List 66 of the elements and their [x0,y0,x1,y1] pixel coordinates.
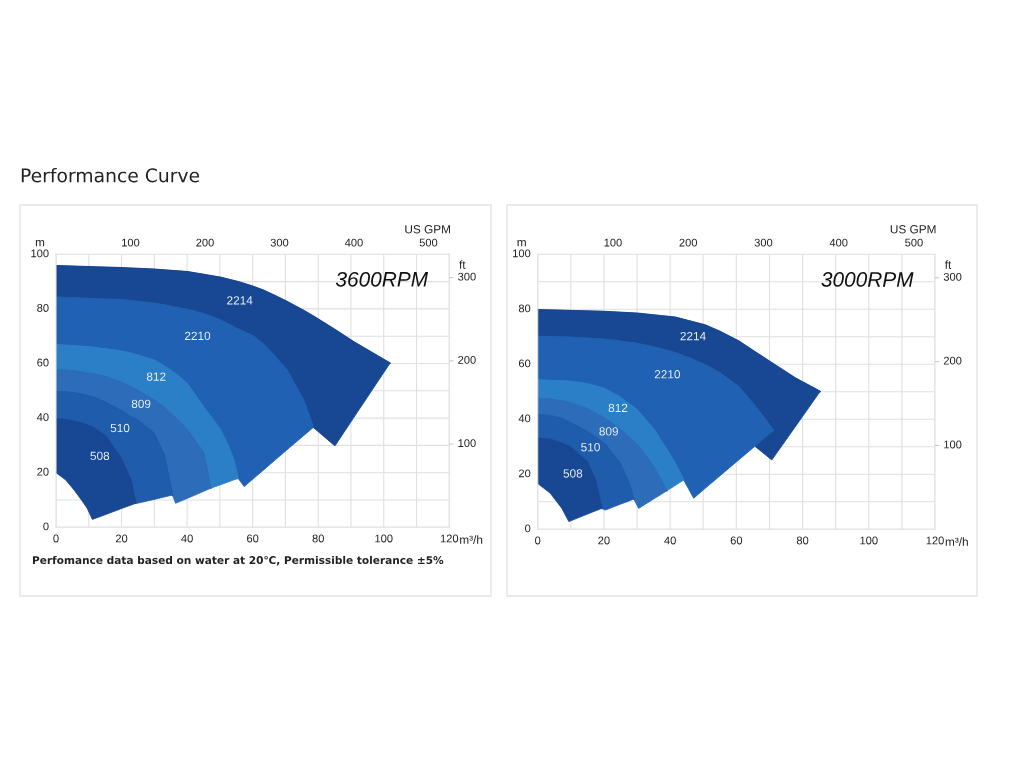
x2-tick-label: 300 [270,238,289,247]
x-tick-label: 80 [312,534,324,543]
y2-tick-label: 200 [458,355,476,364]
x-tick-label: 40 [664,536,676,545]
series-label: 508 [563,469,583,478]
text: 3600RPM [335,271,429,287]
x2-axis-title: US GPM [405,225,450,234]
chart-title: Performance Curve [21,167,200,183]
x2-tick-label: 200 [679,238,698,247]
x2-tick-label: 100 [604,238,622,247]
x-tick-label: 20 [598,536,610,545]
y-tick-label: 100 [513,249,531,258]
series-label: 809 [131,399,151,409]
series-label: 2214 [680,331,706,341]
x2-tick-label: 100 [122,238,140,247]
y-tick-label: 60 [37,358,49,367]
x-tick-label: 0 [53,534,59,543]
x-tick-label: 60 [247,534,259,543]
y2-tick-label: 100 [458,439,476,448]
series-label: 2210 [654,370,681,379]
x-tick-label: 20 [115,534,128,543]
y-tick-label: 80 [518,304,531,313]
y2-tick-label: 100 [944,440,962,449]
y-tick-label: 20 [518,469,531,478]
y2-tick-label: 200 [943,356,962,365]
x-tick-label: 60 [730,536,743,545]
y-tick-label: 100 [31,249,49,258]
x-axis-title: m³/h [460,535,483,544]
text: Perfomance data based on water at 20℃, Permissible tolerance ±5% [32,555,444,566]
y-tick-label: 40 [36,413,49,422]
x-tick-label: 100 [860,536,878,545]
y-tick-label: 0 [525,524,531,533]
y2-axis-title: ft [944,260,952,269]
x-tick-label: 0 [535,536,541,545]
y-axis-title: m [35,240,45,247]
x2-tick-label: 400 [344,238,363,247]
x-tick-label: 120 [440,534,459,543]
series-label: 510 [581,443,600,452]
y-tick-label: 80 [37,304,49,312]
x-tick-label: 100 [375,534,393,543]
series-label: 508 [90,451,110,461]
x2-tick-label: 500 [905,238,923,247]
x-tick-label: 120 [926,536,944,545]
x2-tick-label: 300 [754,238,773,247]
y2-tick-label: 300 [943,272,962,281]
x-tick-label: 80 [796,536,809,545]
series-label: 510 [110,423,130,433]
x2-tick-label: 500 [419,238,438,247]
text: 3000RPM [821,272,914,287]
y-tick-label: 0 [43,522,49,531]
y2-axis-title: ft [459,260,466,269]
series-label: 812 [608,403,628,413]
series-label: 812 [146,372,166,381]
y-axis-title: m [517,240,526,247]
series-label: 2214 [227,296,253,305]
x-axis-title: m³/h [945,537,968,546]
y-tick-label: 20 [37,467,49,476]
x2-axis-title: US GPM [890,225,936,234]
series-label: 2210 [184,331,211,341]
series-label: 809 [599,427,619,436]
y2-tick-label: 300 [458,272,476,281]
y-tick-label: 40 [518,414,531,423]
x-tick-label: 40 [181,534,193,543]
x2-tick-label: 400 [829,238,848,247]
y-tick-label: 60 [518,359,531,368]
x2-tick-label: 200 [196,238,214,247]
